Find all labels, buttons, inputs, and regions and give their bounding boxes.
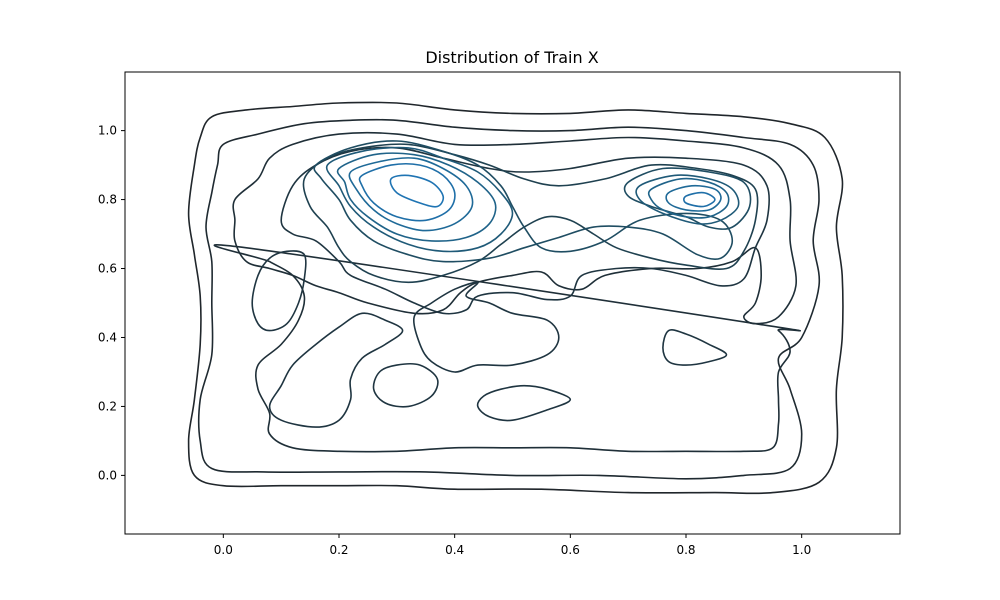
contour-line-level-5-11 — [302, 143, 759, 284]
contour-line-level-4-10 — [662, 329, 728, 366]
y-axis: 0.0 0.2 0.4 0.6 0.8 1.0 — [98, 124, 125, 482]
contour-line-level-1-0 — [187, 101, 844, 495]
contour-line-level-9-19 — [665, 184, 722, 212]
contour-line-level-3-3 — [213, 244, 801, 453]
y-tick-label: 0.8 — [98, 193, 117, 207]
contour-line-level-4-5 — [268, 312, 404, 428]
contour-line-level-10-20 — [358, 163, 456, 222]
x-tick-label: 0.8 — [676, 543, 695, 557]
contour-line-level-4-7 — [476, 384, 572, 422]
plot-frame — [124, 71, 901, 535]
x-tick-label: 0.0 — [214, 543, 233, 557]
contour-line-level-8-17 — [647, 177, 730, 219]
x-tick-label: 0.4 — [445, 543, 464, 557]
y-tick-label: 0.0 — [98, 468, 117, 482]
y-tick-label: 0.4 — [98, 330, 117, 344]
contour-line-level-7-15 — [635, 174, 740, 225]
contour-line-level-6-12 — [313, 140, 734, 263]
x-tick-label: 0.2 — [329, 543, 348, 557]
contour-line-level-4-6 — [412, 281, 560, 373]
contour-line-level-4-8 — [372, 362, 439, 408]
contour-line-level-9-18 — [348, 157, 474, 232]
chart-title: Distribution of Train X — [425, 48, 598, 67]
x-tick-label: 0.6 — [561, 543, 580, 557]
x-tick-label: 1.0 — [792, 543, 811, 557]
contour-line-level-8-16 — [336, 152, 497, 242]
x-axis: 0.0 0.2 0.4 0.6 0.8 1.0 — [214, 534, 811, 557]
contour-line-level-11-22 — [389, 174, 445, 208]
contour-line-level-4-9 — [251, 250, 307, 332]
contour-line-level-7-14 — [325, 146, 514, 253]
y-tick-label: 0.6 — [98, 262, 117, 276]
contour-line-level-4-4 — [280, 146, 770, 315]
contour-lines — [187, 101, 844, 495]
contour-line-level-10-21 — [683, 191, 716, 208]
y-tick-label: 1.0 — [98, 124, 117, 138]
contour-line-level-2-1 — [197, 118, 821, 480]
y-tick-label: 0.2 — [98, 399, 117, 413]
